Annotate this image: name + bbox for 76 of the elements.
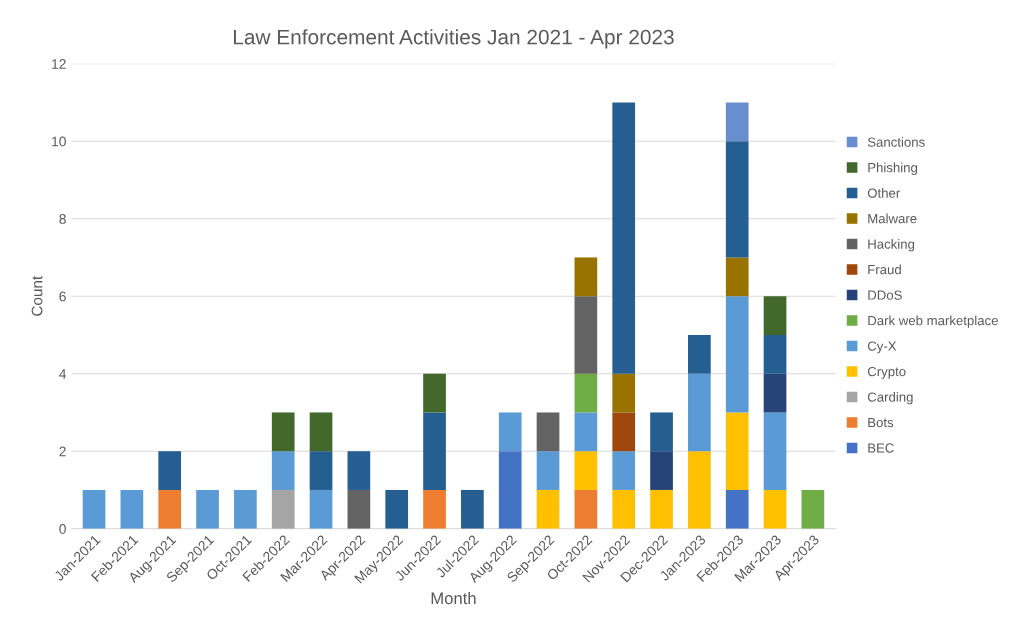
bar	[725, 296, 749, 413]
bar	[498, 451, 522, 529]
bar	[574, 257, 598, 297]
bar	[82, 489, 106, 529]
bar	[347, 451, 371, 490]
bar	[688, 373, 711, 452]
y-tick-label: 2	[59, 446, 66, 457]
legend-label: Carding	[867, 392, 913, 405]
bar	[347, 489, 371, 529]
bar	[650, 451, 673, 490]
bar	[574, 412, 598, 452]
bar	[725, 257, 749, 297]
bar	[763, 334, 787, 374]
legend-label: Cy-X	[867, 341, 897, 354]
bar	[612, 102, 636, 374]
bar	[120, 489, 144, 529]
bar	[612, 489, 636, 529]
legend-label: Dark web marketplace	[868, 315, 998, 328]
legend-label: Other	[867, 188, 901, 198]
bar	[309, 489, 333, 529]
legend-label: Phishing	[868, 162, 918, 175]
bar	[423, 489, 446, 529]
bar	[650, 412, 673, 452]
bar	[423, 412, 446, 490]
bar	[763, 296, 787, 335]
bar	[498, 412, 522, 452]
bar	[158, 489, 182, 529]
bar	[196, 489, 219, 529]
bar	[688, 451, 711, 529]
bar	[309, 412, 333, 452]
legend-label: Hacking	[868, 239, 915, 252]
legend-label: DDoS	[868, 290, 902, 300]
bar	[574, 451, 598, 490]
y-tick-label: 10	[52, 136, 66, 147]
bar	[271, 489, 295, 529]
y-tick-label: 12	[52, 59, 66, 69]
bar	[271, 451, 295, 490]
bar	[763, 373, 787, 413]
bar	[234, 489, 257, 529]
bar	[763, 412, 787, 490]
bar	[725, 102, 749, 142]
bar	[536, 412, 560, 452]
bar	[725, 489, 749, 529]
bar	[688, 334, 711, 374]
legend-label: Fraud	[868, 264, 901, 275]
bar	[763, 489, 787, 529]
chart-title: Law Enforcement Activities Jan 2021 - Apr 2023	[233, 29, 674, 49]
bar	[158, 451, 182, 490]
y-axis-title: Count	[31, 275, 43, 316]
y-tick-label: 6	[59, 291, 66, 302]
bar	[536, 489, 560, 529]
bar	[309, 451, 333, 490]
bar	[574, 489, 598, 529]
legend-label: Sanctions	[867, 137, 925, 147]
bar	[574, 373, 598, 413]
legend-label: Bots	[868, 418, 894, 428]
bar	[574, 296, 598, 374]
bar	[612, 412, 636, 452]
bar	[801, 489, 825, 529]
bar	[536, 451, 560, 490]
bar	[650, 489, 673, 529]
bar	[612, 373, 636, 413]
y-tick-label: 8	[59, 214, 66, 224]
bar	[271, 412, 295, 452]
legend-label: Malware	[868, 213, 917, 224]
y-tick-label: 4	[59, 369, 67, 379]
x-axis-title: Month	[431, 591, 476, 605]
legend-label: BEC	[868, 443, 894, 453]
bar	[612, 451, 636, 490]
bar	[725, 141, 749, 258]
legend-label: Crypto	[867, 366, 906, 379]
bar	[461, 489, 484, 529]
bar	[423, 373, 446, 413]
bar	[385, 489, 409, 529]
bar	[725, 412, 749, 490]
y-tick-label: 0	[59, 524, 66, 534]
